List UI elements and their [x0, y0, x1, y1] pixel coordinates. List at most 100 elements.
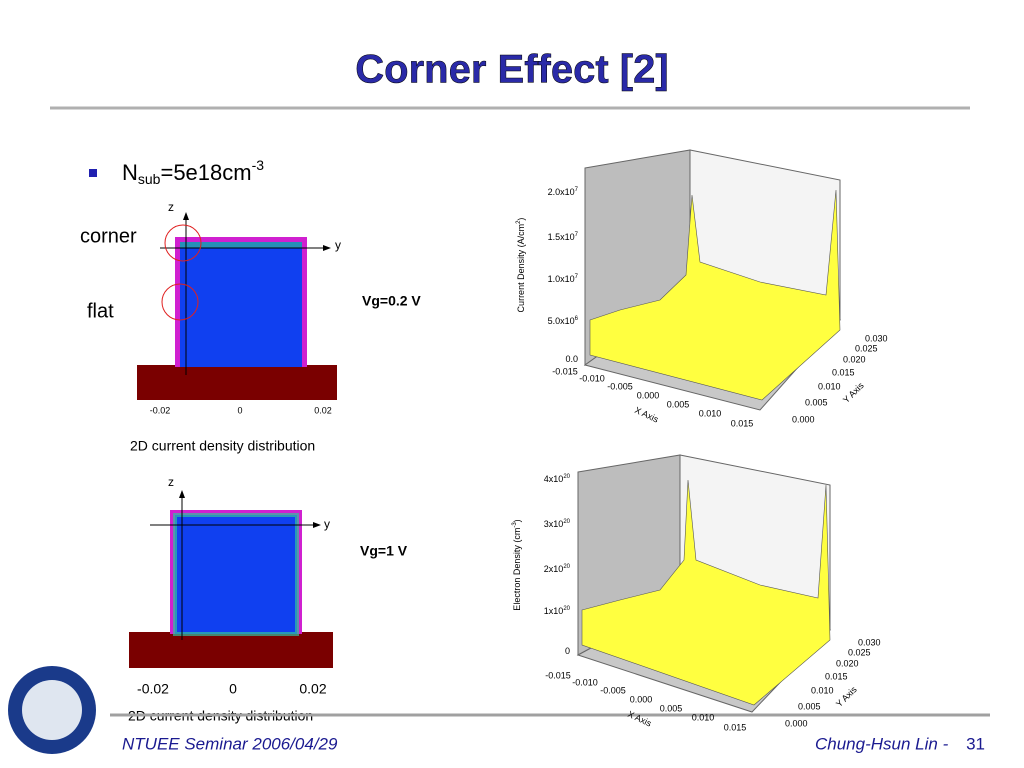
- surface: [589, 189, 841, 401]
- x-tick-label: 0.000: [630, 694, 653, 704]
- z-tick-label: 0: [565, 646, 570, 656]
- footer-author: Chung-Hsun Lin -: [815, 734, 949, 753]
- x-tick-label: 0.015: [724, 722, 747, 732]
- y-tick-label: 0.015: [832, 367, 855, 377]
- arrow: [183, 212, 189, 220]
- x-tick-label: -0.010: [572, 677, 598, 687]
- z-label: z: [168, 200, 174, 214]
- x-tick-label: 0.005: [667, 399, 690, 409]
- y-tick-label: 0.020: [843, 354, 866, 364]
- title-text: Current Density (A/cm: [516, 224, 526, 313]
- z-tick-label: 0.0: [565, 354, 578, 364]
- tick-base: 1.0x10: [548, 274, 575, 284]
- x-tick-label: 0.015: [731, 418, 754, 428]
- tick-sup: 20: [563, 519, 570, 525]
- y-tick-label: 0.025: [848, 647, 871, 657]
- z-tick-label: 2.0x107: [548, 187, 579, 198]
- footer-left: NTUEE Seminar 2006/04/29: [122, 734, 338, 753]
- tick-base: 0.0: [565, 354, 578, 364]
- y-tick-label: 0.030: [865, 333, 888, 343]
- tick: 0.02: [314, 405, 332, 415]
- title-close: ): [512, 519, 522, 522]
- z-tick-label: 1x1020: [544, 606, 571, 617]
- y-label: y: [335, 238, 341, 252]
- title-close: ): [516, 218, 526, 221]
- tick-base: 4x10: [544, 474, 564, 484]
- z-tick-label: 4x1020: [544, 474, 571, 485]
- y-tick-label: 0.005: [805, 397, 828, 407]
- fin-edge: [173, 513, 299, 636]
- plot-3d: [576, 454, 831, 713]
- y-tick-label: 0.030: [858, 637, 881, 647]
- corner-label: corner: [80, 225, 137, 247]
- tick-sup: 20: [563, 564, 570, 570]
- substrate: [129, 632, 333, 668]
- z-tick-label: 1.5x107: [548, 232, 579, 243]
- z-tick-label: 3x1020: [544, 519, 571, 530]
- tick-base: 1x10: [544, 606, 564, 616]
- tick-base: 5.0x10: [548, 316, 575, 326]
- tick: 0: [229, 681, 237, 697]
- z-tick-label: 2x1020: [544, 564, 571, 575]
- surface: [581, 479, 831, 706]
- y-tick-label: 0.005: [798, 701, 821, 711]
- title-sup: 2: [516, 220, 522, 224]
- y-tick-label: 0.010: [818, 381, 841, 391]
- caption: 2D current density distribution: [130, 438, 315, 454]
- arrow: [179, 490, 185, 498]
- tick-sup: 6: [575, 316, 579, 322]
- slide-title: Corner Effect [2]: [355, 48, 668, 92]
- x-tick-label: -0.005: [607, 381, 633, 391]
- arrow: [323, 245, 331, 251]
- x-tick-label: 0.010: [699, 408, 722, 418]
- fin-top: [180, 242, 302, 248]
- y-tick-label: 0.015: [825, 671, 848, 681]
- x-tick-label: 0.005: [660, 703, 683, 713]
- y-tick-label: 0.010: [811, 685, 834, 695]
- x-axis-title: X Axis: [626, 709, 653, 729]
- flat-circle: [161, 283, 199, 321]
- flat-label: flat: [87, 300, 114, 322]
- x-tick-label: -0.015: [552, 366, 578, 376]
- logo-inner: [22, 680, 82, 740]
- tick-sup: 20: [563, 474, 570, 480]
- z-label: z: [168, 475, 174, 489]
- n: N: [122, 160, 138, 185]
- z-axis-title: Electron Density (cm-3): [512, 519, 523, 610]
- vg-label: Vg=0.2 V: [362, 293, 421, 309]
- tick: 0: [237, 405, 242, 415]
- tick: -0.02: [150, 405, 171, 415]
- tick-sup: 7: [575, 232, 579, 238]
- fin: [175, 515, 297, 634]
- tick-base: 3x10: [544, 519, 564, 529]
- y-tick-label: 0.000: [792, 414, 815, 424]
- z-tick-label: 1.0x107: [548, 274, 579, 285]
- title-sup: -3: [512, 522, 518, 528]
- plot-3d: [583, 149, 841, 411]
- x-tick-label: -0.015: [545, 670, 571, 680]
- x-tick-label: -0.005: [600, 685, 626, 695]
- x-tick-label: 0.010: [692, 712, 715, 722]
- tick-base: 2.0x10: [548, 187, 575, 197]
- y-tick-label: 0.020: [836, 658, 859, 668]
- y-label: y: [324, 517, 330, 531]
- tick-base: 1.5x10: [548, 232, 575, 242]
- tick-base: 0: [565, 646, 570, 656]
- x-tick-label: -0.010: [579, 373, 605, 383]
- arrow: [313, 522, 321, 528]
- title-text: Electron Density (cm: [512, 528, 522, 611]
- page-number: 31: [966, 734, 985, 753]
- substrate: [137, 365, 337, 400]
- z-axis-title: Current Density (A/cm2): [516, 218, 527, 313]
- tick: -0.02: [137, 681, 169, 697]
- tick-sup: 7: [575, 187, 579, 193]
- sub: sub: [138, 171, 161, 187]
- corner-circle: [164, 224, 202, 262]
- x-tick-label: 0.000: [637, 390, 660, 400]
- y-axis-title: Y Axis: [834, 684, 859, 709]
- fin: [180, 242, 302, 367]
- tick-base: 2x10: [544, 564, 564, 574]
- tick-sup: 20: [563, 606, 570, 612]
- y-tick-label: 0.025: [855, 343, 878, 353]
